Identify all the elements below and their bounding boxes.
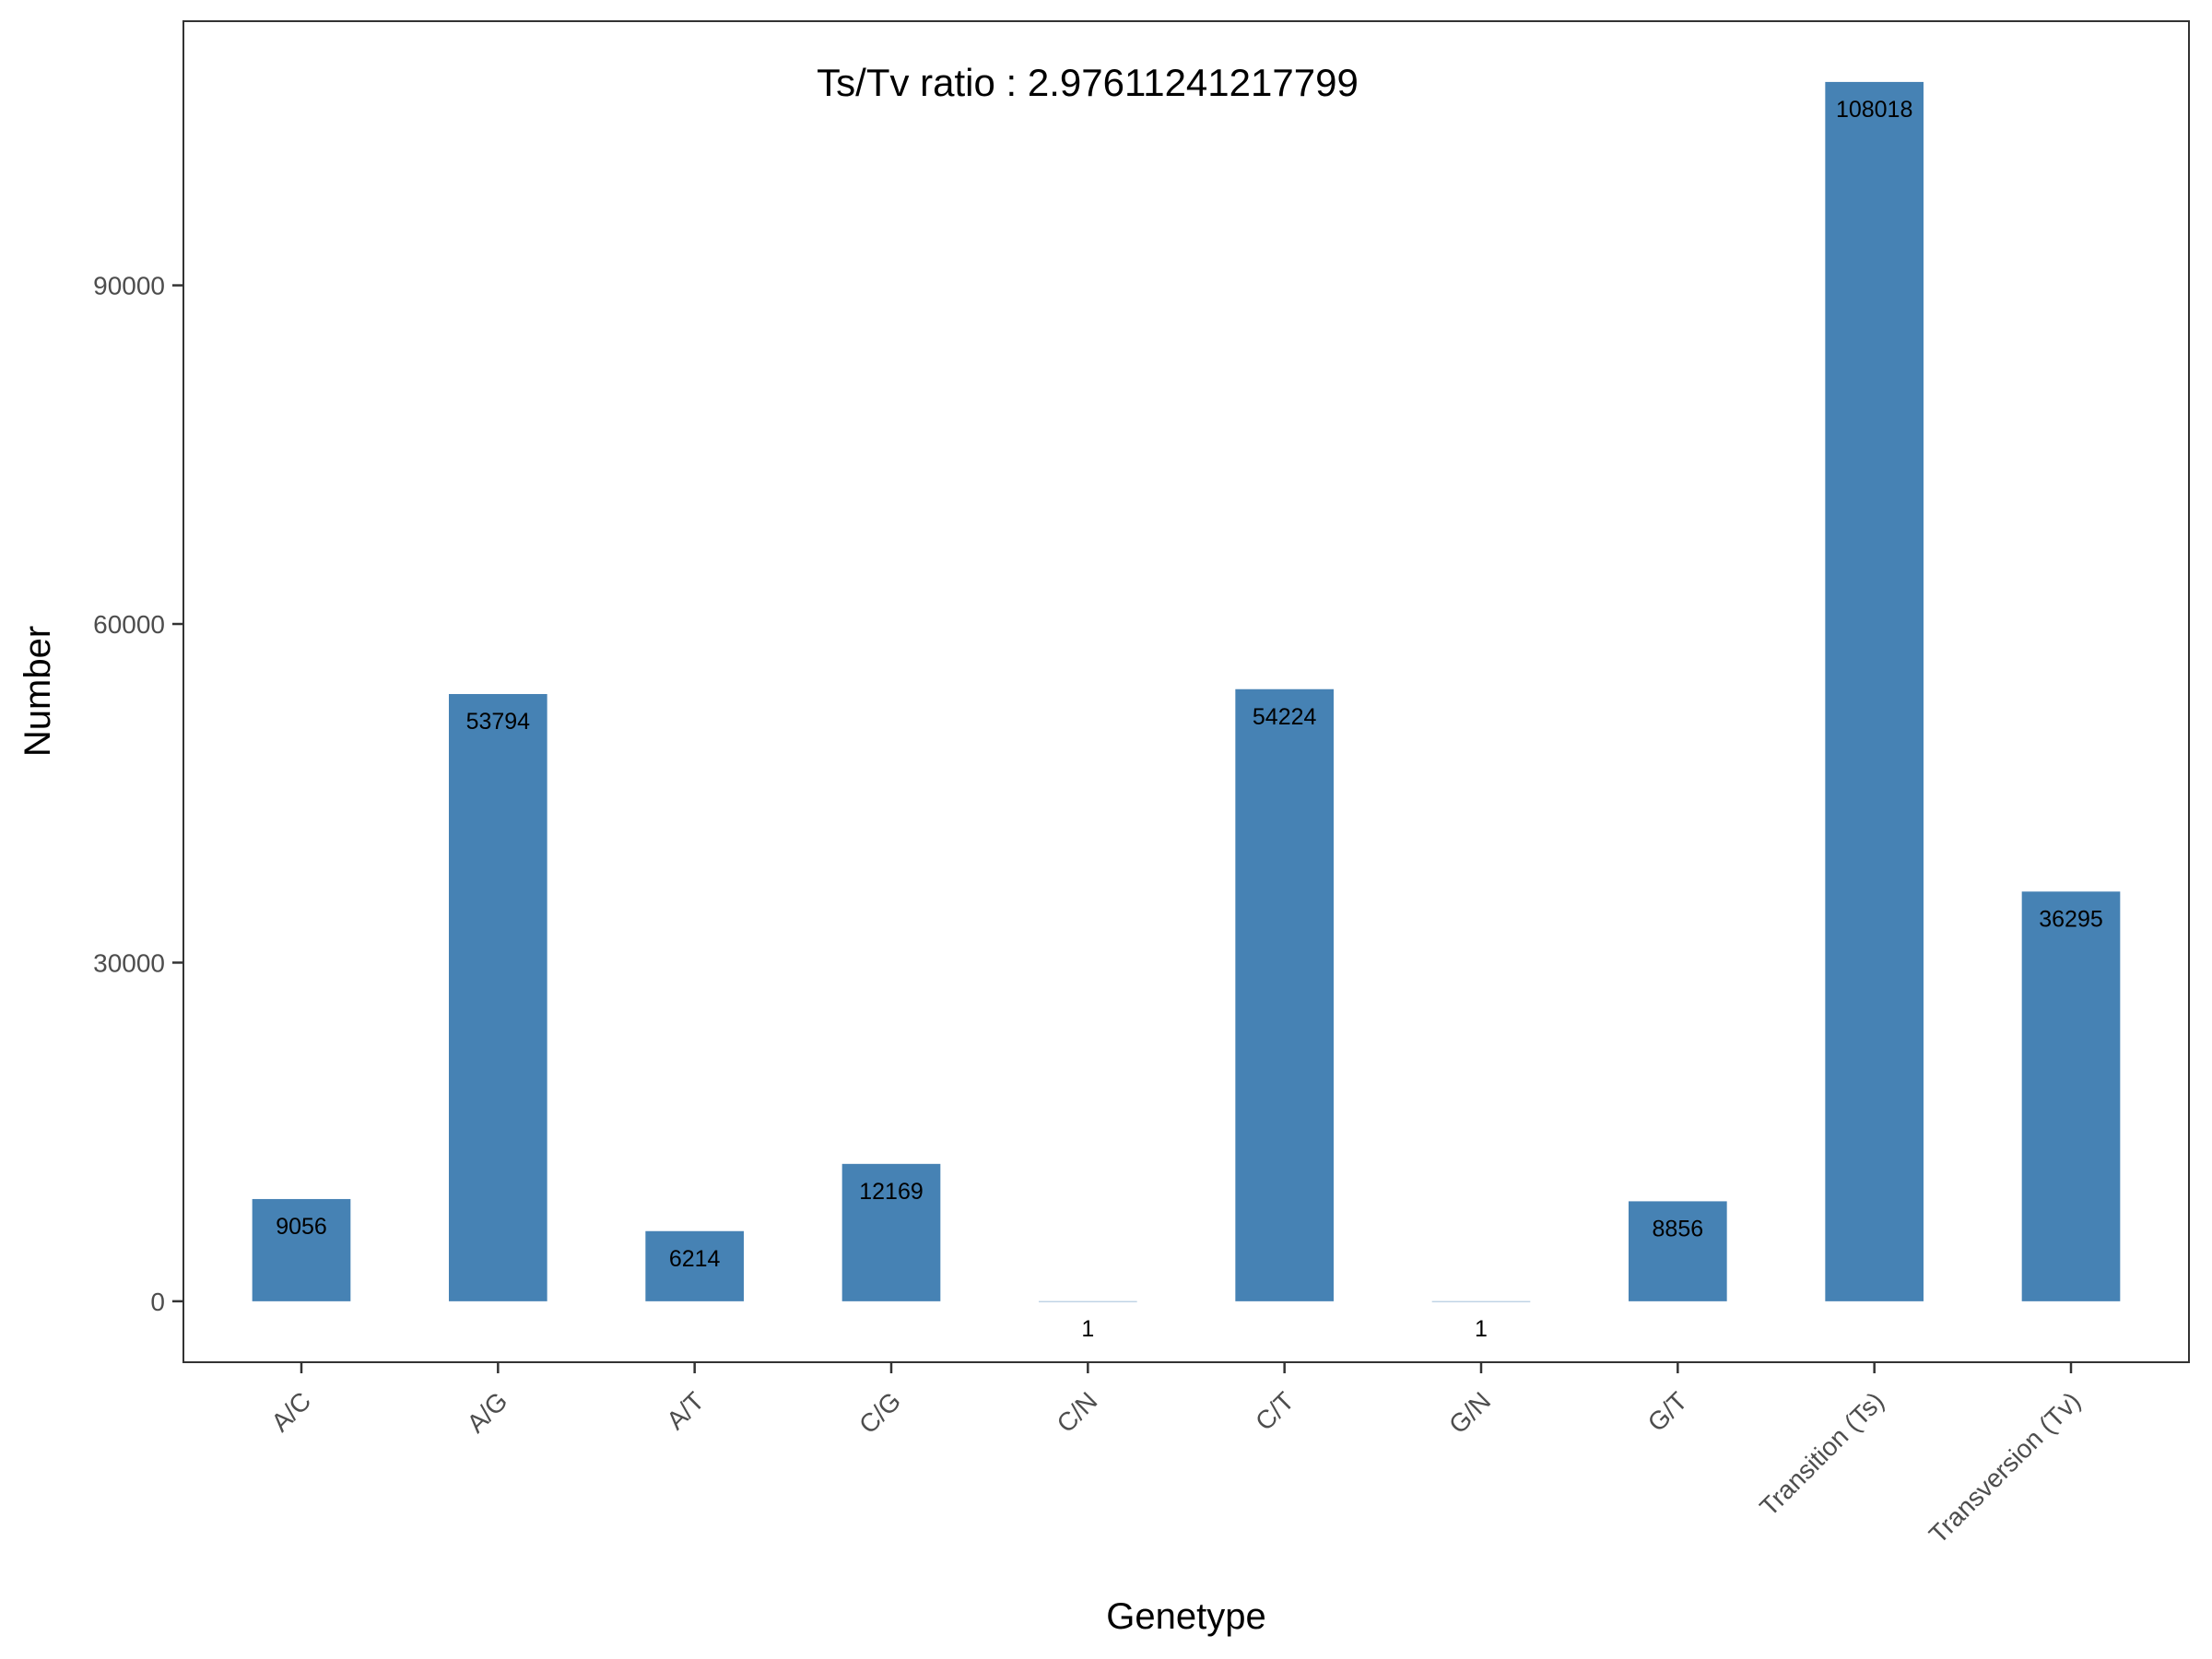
data-label-a-g: 53794	[466, 709, 531, 735]
y-tick-label-0: 0	[150, 1288, 165, 1316]
y-axis: 0 30000 60000 90000	[93, 272, 183, 1316]
bar-a-t	[645, 1230, 744, 1301]
data-label-transversion-tv: 36295	[2039, 906, 2103, 932]
data-label-g-t: 8856	[1653, 1216, 1704, 1241]
data-label-a-t: 6214	[669, 1246, 721, 1272]
bar-transversion-tv	[2021, 891, 2121, 1301]
bar-c-n	[1039, 1300, 1137, 1302]
data-label-c-n: 1	[1081, 1316, 1094, 1342]
bar-transition-ts	[1825, 81, 1924, 1301]
data-label-c-t: 54224	[1253, 704, 1317, 730]
ts-tv-ratio-annotation: Ts/Tv ratio : 2.97611241217799	[817, 61, 1359, 104]
bar-g-t	[1629, 1201, 1727, 1301]
bar-a-c	[252, 1198, 351, 1301]
bars-group	[252, 81, 2121, 1302]
bar-g-n	[1431, 1300, 1531, 1302]
bar-a-g	[449, 694, 547, 1301]
data-label-c-g: 12169	[859, 1179, 924, 1205]
y-tick-label-30000: 30000	[93, 948, 165, 977]
bar-c-g	[841, 1163, 941, 1301]
plot-panel-border	[182, 20, 2190, 1363]
data-label-transition-ts: 108018	[1836, 97, 1912, 123]
y-tick-label-60000: 60000	[93, 610, 165, 639]
bar-c-t	[1235, 688, 1334, 1301]
data-label-g-n: 1	[1475, 1316, 1488, 1342]
y-tick-label-90000: 90000	[93, 272, 165, 300]
data-labels-group: 9056 53794 6214 12169 1 54224 1 8856 108018 36295	[276, 97, 2103, 1342]
x-axis-title: Genetype	[1106, 1596, 1265, 1637]
data-label-a-c: 9056	[276, 1214, 327, 1240]
y-axis-title: Number	[18, 626, 58, 757]
